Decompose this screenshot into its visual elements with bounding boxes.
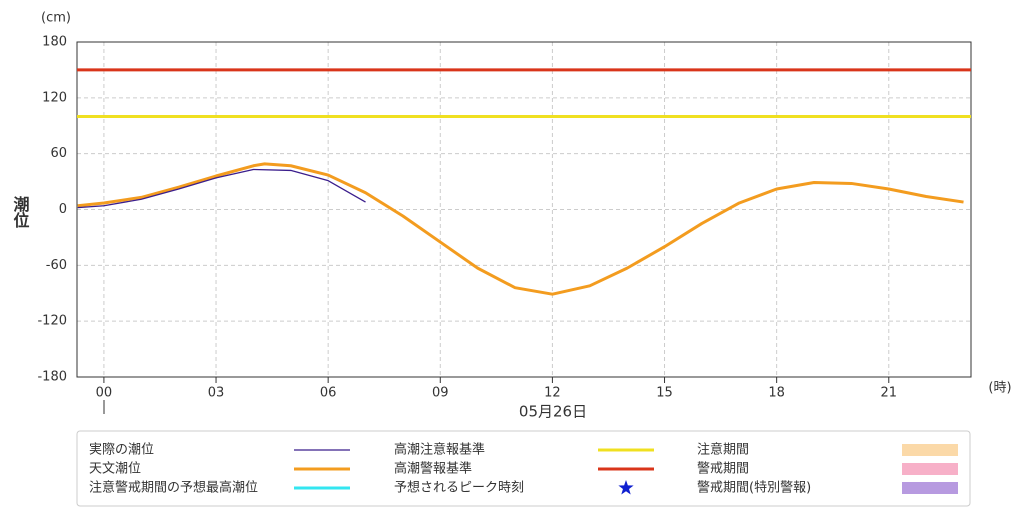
- legend-label: 予想されるピーク時刻: [394, 480, 524, 496]
- legend-label: 注意期間: [697, 442, 749, 458]
- legend-label: 警戒期間: [697, 461, 749, 477]
- y-tick-label: 120: [42, 90, 67, 105]
- legend-label: 高潮注意報基準: [394, 442, 485, 458]
- y-tick-label: 0: [59, 202, 67, 217]
- x-tick-label: 12: [544, 386, 561, 401]
- y-tick-label: 60: [50, 146, 67, 161]
- x-tick-label: 09: [432, 386, 449, 401]
- x-tick-label: 03: [208, 386, 225, 401]
- x-tick-label: 18: [768, 386, 785, 401]
- y-tick-label: -120: [37, 314, 67, 329]
- x-tick-label: 00: [96, 386, 113, 401]
- y-unit: (cm): [41, 11, 71, 26]
- series-line: [77, 162, 964, 296]
- x-tick-label: 06: [320, 386, 337, 401]
- legend-label: 天文潮位: [89, 462, 141, 477]
- y-tick-label: -60: [46, 258, 67, 273]
- y-label: 潮位: [11, 195, 30, 229]
- legend-symbol: [902, 482, 958, 494]
- legend-symbol: [902, 444, 958, 456]
- x-unit: (時): [988, 381, 1011, 396]
- legend-symbol: [902, 463, 958, 475]
- legend-label: 高潮警報基準: [394, 461, 472, 477]
- series-line: [77, 168, 366, 209]
- plot-frame: [76, 41, 972, 378]
- x-label: 05月26日: [519, 403, 587, 421]
- y-tick-label: 180: [42, 35, 67, 50]
- legend-label: 実際の潮位: [89, 442, 154, 458]
- x-tick-label: 21: [881, 386, 898, 401]
- x-tick-label: 15: [656, 386, 673, 401]
- legend-label: 警戒期間(特別警報): [697, 480, 811, 496]
- y-tick-label: -180: [37, 370, 67, 385]
- legend-symbol: [618, 480, 634, 495]
- legend-label: 注意警戒期間の予想最高潮位: [89, 480, 258, 496]
